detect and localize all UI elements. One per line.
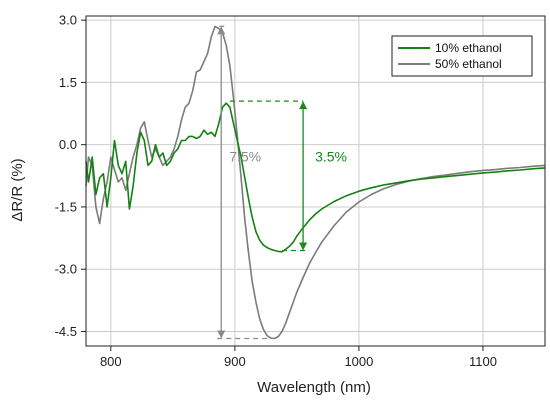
annotation-label-7-5: 7.5% <box>229 148 261 164</box>
series-line-10-ethanol <box>85 102 546 253</box>
y-tick-label: -3.0 <box>55 262 77 277</box>
legend-label-10-ethanol: 10% ethanol <box>435 41 502 55</box>
annotation-layer: 7.5% 3.5% <box>217 25 347 340</box>
series-line-50-ethanol <box>85 25 546 340</box>
y-tick-label: -1.5 <box>55 199 77 214</box>
annotation-arrowhead-bottom-3-5 <box>299 242 308 251</box>
y-tick-label: 0.0 <box>59 137 77 152</box>
y-axis-title: ΔR/R (%) <box>9 158 26 221</box>
annotation-label-3-5: 3.5% <box>315 148 347 164</box>
tick-layer: 800 900 1000 1100 3.0 1.5 0.0 -1.5 -3.0 -4.5 <box>55 13 497 369</box>
annotation-arrowhead-top-7-5 <box>217 26 226 35</box>
x-tick-label: 1100 <box>469 354 497 369</box>
series-layer <box>85 25 546 340</box>
x-tick-label: 1000 <box>344 354 373 369</box>
x-tick-label: 800 <box>100 354 122 369</box>
annotation-arrowhead-bottom-7-5 <box>217 330 226 339</box>
y-tick-label: -4.5 <box>55 324 77 339</box>
plot-frame <box>85 15 546 347</box>
grid-layer <box>86 16 545 346</box>
annotation-arrowhead-top-3-5 <box>299 101 308 110</box>
legend: 10% ethanol 50% ethanol <box>391 35 533 77</box>
legend-label-50-ethanol: 50% ethanol <box>435 57 502 71</box>
y-tick-label: 1.5 <box>59 75 77 90</box>
y-tick-label: 3.0 <box>59 13 77 28</box>
legend-box <box>391 35 533 77</box>
x-axis-title: Wavelength (nm) <box>257 379 371 396</box>
x-tick-label: 900 <box>224 354 246 369</box>
